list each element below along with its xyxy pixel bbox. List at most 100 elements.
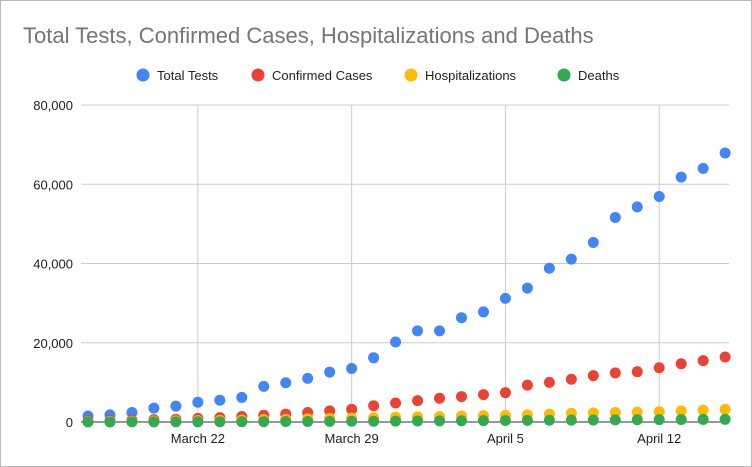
- x-tick-label: April 12: [637, 431, 681, 446]
- deaths-point: [719, 413, 731, 425]
- y-tick-label: 20,000: [33, 336, 73, 351]
- total-tests-point: [653, 191, 665, 203]
- confirmed-cases-point: [455, 391, 467, 403]
- confirmed-cases-point: [324, 405, 336, 417]
- deaths-point: [653, 414, 665, 426]
- total-tests-point: [565, 253, 577, 265]
- deaths-point: [82, 416, 94, 428]
- deaths-point: [346, 415, 358, 427]
- confirmed-cases-point: [675, 358, 687, 370]
- total-tests-point: [499, 292, 511, 304]
- total-tests-point: [170, 400, 182, 412]
- deaths-point: [565, 414, 577, 426]
- hospitalizations-point: [631, 406, 643, 418]
- confirmed-cases-point: [368, 400, 380, 412]
- confirmed-cases-point: [412, 395, 424, 407]
- legend-label: Confirmed Cases: [272, 68, 373, 83]
- deaths-point: [192, 416, 204, 428]
- legend-marker: [557, 68, 571, 82]
- hospitalizations-point: [653, 406, 665, 418]
- y-tick-label: 60,000: [33, 177, 73, 192]
- deaths-point: [697, 413, 709, 425]
- confirmed-cases-point: [609, 367, 621, 379]
- y-tick-label: 80,000: [33, 98, 73, 113]
- legend-label: Deaths: [578, 68, 620, 83]
- total-tests-point: [697, 162, 709, 174]
- deaths-point: [258, 416, 270, 428]
- deaths-point: [499, 414, 511, 426]
- deaths-point: [236, 416, 248, 428]
- deaths-point: [587, 414, 599, 426]
- hospitalizations-point: [719, 403, 731, 415]
- legend-marker: [404, 68, 418, 82]
- legend-marker: [136, 68, 150, 82]
- confirmed-cases-point: [346, 403, 358, 415]
- total-tests-point: [192, 396, 204, 408]
- deaths-point: [390, 415, 402, 427]
- y-tick-label: 0: [66, 415, 73, 430]
- total-tests-point: [609, 212, 621, 224]
- confirmed-cases-point: [587, 370, 599, 382]
- total-tests-point: [390, 336, 402, 348]
- legend-marker: [251, 68, 265, 82]
- total-tests-point: [302, 372, 314, 384]
- deaths-point: [675, 414, 687, 426]
- total-tests-point: [631, 201, 643, 213]
- total-tests-point: [126, 406, 138, 418]
- total-tests-point: [412, 325, 424, 337]
- confirmed-cases-point: [390, 397, 402, 409]
- total-tests-point: [455, 312, 467, 324]
- confirmed-cases-point: [521, 379, 533, 391]
- total-tests-point: [434, 325, 446, 337]
- deaths-point: [543, 414, 555, 426]
- total-tests-point: [214, 394, 226, 406]
- x-tick-label: March 22: [171, 431, 225, 446]
- deaths-point: [104, 416, 116, 428]
- x-tick-label: March 29: [325, 431, 379, 446]
- confirmed-cases-point: [499, 387, 511, 399]
- confirmed-cases-point: [697, 355, 709, 367]
- total-tests-point: [587, 236, 599, 248]
- chart-title: Total Tests, Confirmed Cases, Hospitaliz…: [23, 23, 594, 48]
- deaths-point: [412, 415, 424, 427]
- total-tests-point: [324, 366, 336, 378]
- legend-label: Hospitalizations: [425, 68, 517, 83]
- y-tick-label: 40,000: [33, 257, 73, 272]
- total-tests-point: [719, 147, 731, 159]
- total-tests-point: [477, 306, 489, 318]
- confirmed-cases-point: [434, 392, 446, 404]
- total-tests-point: [280, 377, 292, 389]
- deaths-point: [631, 414, 643, 426]
- deaths-point: [609, 414, 621, 426]
- deaths-point: [324, 415, 336, 427]
- x-tick-label: April 5: [487, 431, 524, 446]
- total-tests-point: [148, 402, 160, 414]
- total-tests-point: [543, 262, 555, 274]
- deaths-point: [521, 414, 533, 426]
- total-tests-point: [521, 282, 533, 294]
- deaths-point: [126, 416, 138, 428]
- confirmed-cases-point: [653, 362, 665, 374]
- deaths-point: [455, 415, 467, 427]
- legend-label: Total Tests: [157, 68, 219, 83]
- deaths-point: [280, 416, 292, 428]
- confirmed-cases-point: [565, 373, 577, 385]
- deaths-point: [434, 415, 446, 427]
- total-tests-point: [236, 391, 248, 403]
- confirmed-cases-point: [543, 376, 555, 388]
- deaths-point: [170, 416, 182, 428]
- deaths-point: [302, 415, 314, 427]
- confirmed-cases-point: [631, 366, 643, 378]
- hospitalizations-point: [697, 404, 709, 416]
- deaths-point: [368, 415, 380, 427]
- confirmed-cases-point: [719, 351, 731, 363]
- total-tests-point: [675, 171, 687, 183]
- deaths-point: [148, 416, 160, 428]
- deaths-point: [477, 415, 489, 427]
- total-tests-point: [346, 363, 358, 375]
- total-tests-point: [258, 380, 270, 392]
- total-tests-point: [368, 352, 380, 364]
- deaths-point: [214, 416, 226, 428]
